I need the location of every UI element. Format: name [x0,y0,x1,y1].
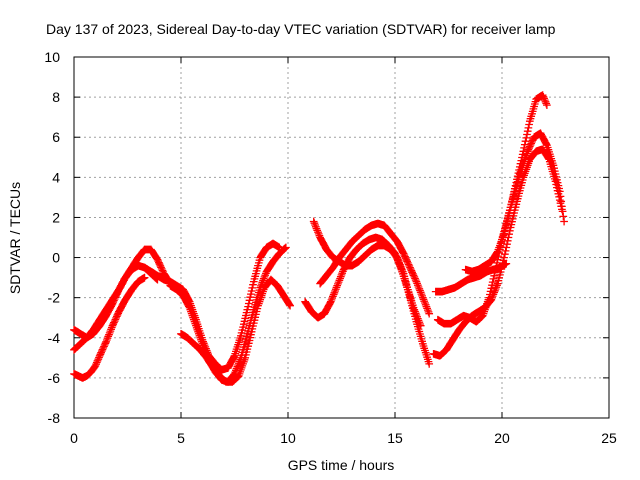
y-tick-label: -4 [48,330,61,346]
x-tick-label: 5 [177,430,185,446]
series-markers [429,145,566,360]
y-tick-label: -6 [48,370,61,386]
series-markers [70,273,149,382]
series-track-8 [301,233,425,330]
series-markers [177,275,294,386]
chart-title: Day 137 of 2023, Sidereal Day-to-day VTE… [46,21,556,37]
series-markers [140,239,284,374]
y-tick-labels: -8 -6 -4 -2 0 2 4 6 8 10 [44,49,60,426]
x-tick-label: 15 [387,430,403,446]
series-track-1 [70,261,162,342]
y-tick-label: 10 [44,49,60,65]
data-points [70,91,568,386]
x-axis-label: GPS time / hours [288,457,395,473]
y-tick-label: 8 [52,89,60,105]
x-tick-label: 0 [70,430,78,446]
y-axis-label: SDTVAR / TECUs [7,182,23,294]
series-track-2 [70,245,175,354]
x-tick-label: 10 [280,430,296,446]
series-markers [431,259,511,296]
series-track-3 [70,273,149,382]
y-tick-label: 4 [52,169,60,185]
series-track-10 [429,145,566,360]
y-tick-label: -8 [48,410,61,426]
series-track-4 [140,239,284,374]
x-tick-labels: 0 5 10 15 20 25 [70,430,617,446]
y-tick-label: 2 [52,209,60,225]
grid [74,57,609,418]
x-tick-label: 25 [601,430,617,446]
y-tick-label: 0 [52,250,60,266]
series-track-13 [431,259,511,296]
y-tick-label: -2 [48,290,61,306]
x-tick-label: 20 [494,430,510,446]
series-track-12 [461,91,551,276]
axis-ticks [73,56,610,419]
plot-frame [73,56,610,419]
series-track-6 [177,275,294,386]
series-markers [316,219,434,318]
series-markers [301,233,425,330]
series-track-9 [316,219,434,318]
series-markers [70,245,175,354]
series-markers [461,91,551,276]
series-markers [70,261,162,342]
y-tick-label: 6 [52,129,60,145]
